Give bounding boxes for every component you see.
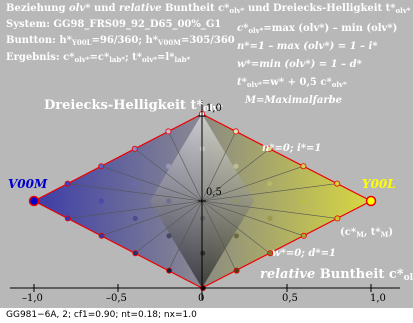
sample-dot	[232, 128, 239, 135]
w0-d1-label: w*=0; d*=1	[272, 248, 336, 259]
y-tick-top: 1,0	[206, 103, 222, 114]
diamond-left-half	[34, 114, 202, 288]
sample-dot	[166, 163, 172, 169]
sample-dot	[132, 181, 138, 187]
header-line-4: Ergebnis: c*olv*=c*lab*; t*olv*=l*lab*	[6, 52, 191, 64]
frame-edge	[201, 113, 372, 202]
sample-dot	[132, 215, 138, 221]
sample-dot	[166, 233, 172, 239]
n0-i1-label: n*=0; i*=1	[262, 143, 322, 154]
sample-dot	[301, 198, 307, 204]
sample-dot	[98, 198, 104, 204]
sample-dot	[200, 250, 206, 256]
frame-edge	[33, 113, 203, 202]
sample-dot	[98, 232, 105, 239]
sample-dot	[98, 163, 105, 170]
header-line-3: Buntton: h*Y00L=96/360; h*V00M=305/360	[6, 35, 235, 47]
sample-dot	[233, 198, 239, 204]
x-tick-label: –1,0	[22, 293, 43, 304]
sample-dot	[266, 145, 273, 152]
max-color-coord-label: (c*M, t*M)	[340, 227, 394, 239]
header-line-2: System: GG98_FRS09_92_D65_00%_G1	[6, 19, 222, 30]
sample-dot	[233, 233, 239, 239]
sample-dot	[64, 180, 71, 187]
right-anchor-marker	[365, 195, 377, 207]
formula-triangle-brightness: t*olv*=w* + 0,5 c*olv*	[237, 77, 347, 89]
sample-dot	[267, 250, 274, 257]
sample-dot	[166, 198, 172, 204]
left-anchor-label: V00M	[8, 177, 48, 191]
x-tick-label: 1,0	[370, 293, 386, 304]
footer-strip	[0, 308, 413, 323]
sample-dot	[334, 215, 341, 222]
y-tick-mid: 0,5	[206, 187, 222, 198]
sample-dot	[334, 180, 341, 187]
sample-dot	[132, 250, 139, 257]
formula-chroma: c*olv*=max (olv*) – min (olv*)	[237, 23, 398, 35]
left-anchor-marker	[28, 195, 40, 207]
sample-dot	[64, 215, 71, 222]
sample-dot	[165, 128, 172, 135]
triangle-brightness-label: Dreiecks-Helligkeit t*olv*	[44, 98, 223, 114]
formula-whiteness: w*=min (olv*) = 1 – d*	[237, 59, 362, 70]
footer-caption: GG981−6A, 2; cf1=0.90; nt=0.18; nx=1.0	[6, 310, 197, 320]
sample-dot	[200, 215, 206, 221]
sample-dot	[233, 163, 239, 169]
x-axis-ticks	[33, 115, 372, 292]
sample-dot	[131, 145, 138, 152]
header-line-1: Beziehung olv* und relative Buntheit c*o…	[6, 3, 411, 15]
frame-edge	[33, 200, 203, 289]
sample-dots	[64, 111, 341, 291]
x-tick-label: 0,5	[282, 293, 298, 304]
formula-blackness: n*=1 – max (olv*) = 1 – i*	[237, 41, 378, 52]
x-tick-label: 0	[198, 293, 205, 304]
sample-dot	[300, 232, 307, 239]
diamond-right-half	[202, 114, 371, 288]
sample-dot	[267, 215, 273, 221]
relative-chroma-label: relative Buntheit c*olv*	[260, 267, 413, 283]
sample-dot	[300, 163, 307, 170]
sample-dot	[267, 181, 273, 187]
sample-dot	[166, 267, 173, 274]
sample-dot	[233, 267, 240, 274]
formula-max-color: M=Maximalfarbe	[245, 95, 343, 106]
right-anchor-label: Y00L	[362, 177, 396, 191]
frame-edge	[201, 200, 372, 289]
x-tick-label: –0,5	[106, 293, 127, 304]
